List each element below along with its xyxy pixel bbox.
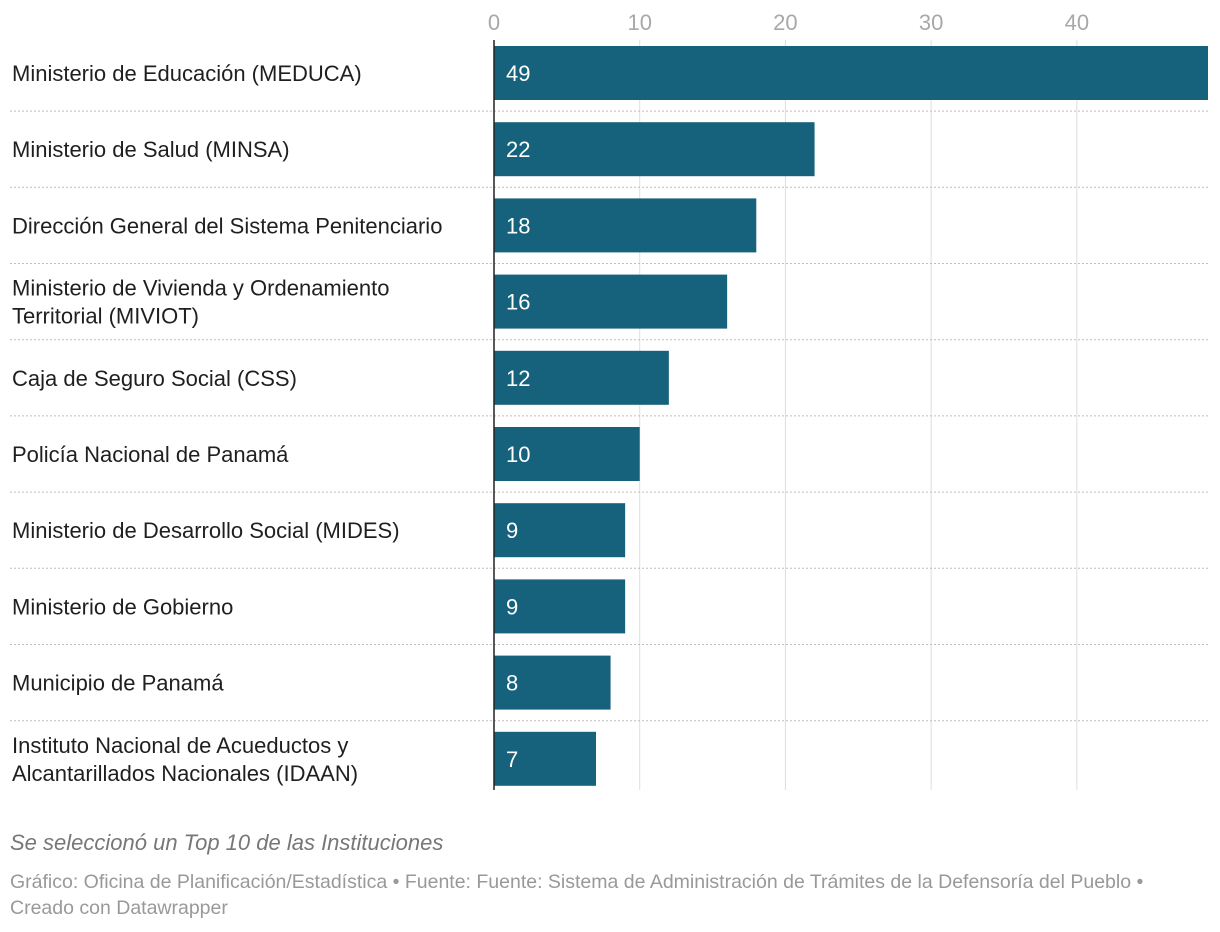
bar bbox=[494, 655, 611, 710]
chart-footer: Gráfico: Oficina de Planificación/Estadí… bbox=[10, 871, 1144, 919]
category-label: Policía Nacional de Panamá bbox=[12, 442, 289, 467]
value-label: 49 bbox=[506, 61, 530, 86]
category-label: Instituto Nacional de Acueductos y Alcant… bbox=[12, 733, 358, 786]
value-label: 8 bbox=[506, 671, 518, 696]
category-label-line: Ministerio de Salud (MINSA) bbox=[12, 137, 290, 162]
x-tick-label: 0 bbox=[488, 10, 500, 35]
value-labels: 49 22 18 16 12 10 9 9 8 7 bbox=[506, 61, 530, 772]
value-label: 22 bbox=[506, 137, 530, 162]
value-label: 16 bbox=[506, 290, 530, 315]
category-label: Ministerio de Vivienda y Ordenamiento Ter… bbox=[12, 276, 389, 329]
category-label: Ministerio de Gobierno bbox=[12, 594, 233, 619]
bar bbox=[494, 427, 640, 481]
bar-chart: 0 10 20 30 40 Ministerio de Educación (MEDUC… bbox=[10, 10, 1208, 790]
category-label: Ministerio de Salud (MINSA) bbox=[12, 137, 290, 162]
category-label: Caja de Seguro Social (CSS) bbox=[12, 366, 297, 391]
value-label: 9 bbox=[506, 518, 518, 543]
category-label-line: Ministerio de Desarrollo Social (MIDES) bbox=[12, 518, 400, 543]
bar bbox=[494, 579, 626, 634]
chart-notes: Se seleccionó un Top 10 de las Instituci… bbox=[10, 830, 444, 855]
category-label-line: Ministerio de Vivienda y Ordenamiento bbox=[12, 276, 389, 301]
category-labels: Ministerio de Educación (MEDUCA) Minister… bbox=[12, 61, 442, 786]
category-label-line: Dirección General del Sistema Penitencia… bbox=[12, 213, 442, 238]
category-label-line: Alcantarillados Nacionales (IDAAN) bbox=[12, 761, 358, 786]
bar bbox=[494, 503, 626, 558]
value-label: 10 bbox=[506, 442, 530, 467]
value-label: 9 bbox=[506, 594, 518, 619]
category-label-line: Instituto Nacional de Acueductos y bbox=[12, 733, 348, 758]
bar bbox=[494, 274, 728, 329]
bar bbox=[494, 731, 596, 786]
category-label-line: Caja de Seguro Social (CSS) bbox=[12, 366, 297, 391]
category-label-line: Municipio de Panamá bbox=[12, 671, 224, 696]
value-label: 18 bbox=[506, 213, 530, 238]
x-tick-label: 40 bbox=[1065, 10, 1089, 35]
value-label: 7 bbox=[506, 747, 518, 772]
x-tick-label: 20 bbox=[773, 10, 797, 35]
bar bbox=[494, 198, 757, 253]
category-label: Dirección General del Sistema Penitencia… bbox=[12, 213, 442, 238]
bar bbox=[494, 46, 1208, 100]
category-label: Municipio de Panamá bbox=[12, 671, 224, 696]
category-label-line: Ministerio de Gobierno bbox=[12, 594, 233, 619]
bars bbox=[494, 46, 1208, 786]
x-axis-ticks: 0 10 20 30 40 bbox=[488, 10, 1089, 35]
category-label-line: Territorial (MIVIOT) bbox=[12, 304, 199, 329]
category-label-line: Policía Nacional de Panamá bbox=[12, 442, 289, 467]
bar bbox=[494, 350, 669, 405]
bar bbox=[494, 122, 815, 177]
x-tick-label: 30 bbox=[919, 10, 943, 35]
value-label: 12 bbox=[506, 366, 530, 391]
x-tick-label: 10 bbox=[627, 10, 651, 35]
category-label: Ministerio de Desarrollo Social (MIDES) bbox=[12, 518, 400, 543]
category-label-line: Ministerio de Educación (MEDUCA) bbox=[12, 61, 362, 86]
category-label: Ministerio de Educación (MEDUCA) bbox=[12, 61, 362, 86]
